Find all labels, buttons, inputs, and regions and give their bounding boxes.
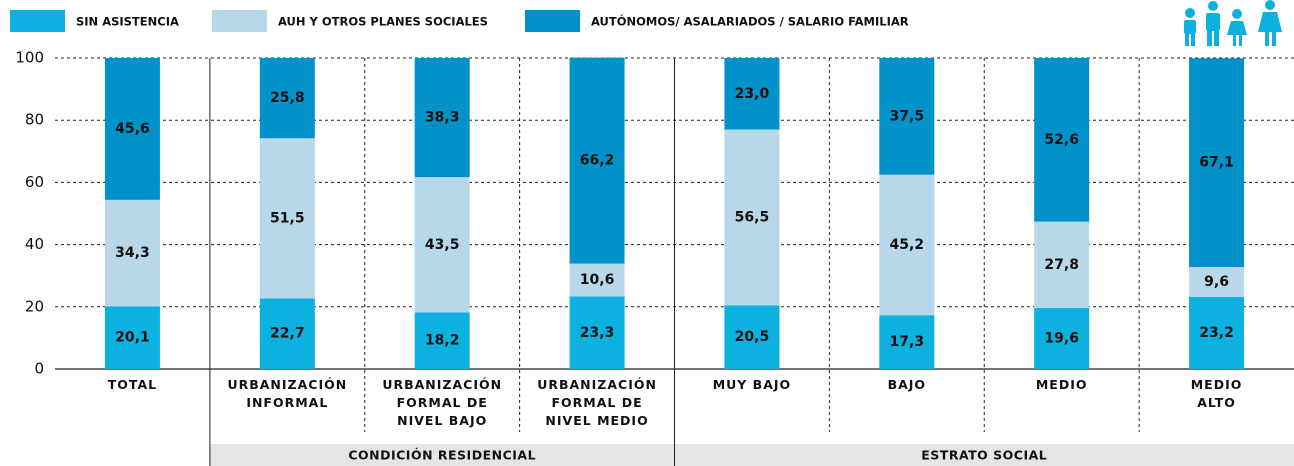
x-tick-line: FORMAL DE <box>551 395 642 410</box>
x-tick-line: ALTO <box>1197 395 1236 410</box>
group-band <box>209 444 675 466</box>
bar-segment <box>1034 221 1090 309</box>
x-tick-line: URBANIZACIÓN <box>382 377 502 392</box>
bar-segment <box>414 312 470 369</box>
bar-segment <box>724 58 780 130</box>
y-tick-label: 60 <box>25 173 44 191</box>
bar-segment <box>569 296 625 369</box>
data-label: 45,6 <box>115 121 150 137</box>
x-tick-label: URBANIZACIÓN FORMAL DE NIVEL BAJO <box>382 377 502 428</box>
data-label: 22,7 <box>270 326 305 342</box>
x-tick-label: MUY BAJO <box>713 377 791 392</box>
bar-segment <box>104 199 160 307</box>
y-tick-label: 20 <box>25 297 44 315</box>
y-tick-label: 0 <box>34 360 44 378</box>
data-label: 56,5 <box>735 209 770 225</box>
x-tick-line: INFORMAL <box>246 395 328 410</box>
bar-segment <box>259 138 315 299</box>
x-tick-label: MEDIO <box>1036 377 1088 392</box>
data-label: 27,8 <box>1044 257 1079 273</box>
data-label: 9,6 <box>1204 274 1229 290</box>
x-tick-line: MEDIO <box>1036 377 1088 392</box>
bar-segment <box>569 57 625 264</box>
x-tick-line: MUY BAJO <box>713 377 791 392</box>
y-tick-label: 40 <box>25 235 44 253</box>
data-label: 66,2 <box>580 153 615 169</box>
x-tick-line: NIVEL BAJO <box>397 413 487 428</box>
data-label: 20,1 <box>115 330 150 346</box>
data-label: 25,8 <box>270 90 305 106</box>
data-label: 67,1 <box>1199 155 1234 171</box>
data-label: 19,6 <box>1044 331 1079 347</box>
bar-segment <box>879 315 935 369</box>
legend-label: AUH Y OTROS PLANES SOCIALES <box>278 15 488 29</box>
bar-segment <box>259 298 315 369</box>
y-tick-label: 80 <box>25 111 44 129</box>
data-label: 23,3 <box>580 325 615 341</box>
x-tick-line: URBANIZACIÓN <box>537 377 657 392</box>
data-label: 20,5 <box>735 329 770 345</box>
legend-label: SIN ASISTENCIA <box>76 15 179 29</box>
x-tick-line: URBANIZACIÓN <box>227 377 347 392</box>
bar-segment <box>724 305 780 369</box>
data-label: 37,5 <box>890 108 925 124</box>
data-label: 23,0 <box>735 86 770 102</box>
x-tick-label: BAJO <box>888 377 926 392</box>
legend-swatch <box>10 10 65 32</box>
data-label: 52,6 <box>1044 132 1079 148</box>
x-tick-line: MEDIO <box>1191 377 1243 392</box>
x-tick-label: TOTAL <box>108 377 157 392</box>
data-label: 43,5 <box>425 237 460 253</box>
x-tick-label: MEDIO ALTO <box>1191 377 1243 410</box>
bar-segment <box>879 174 935 316</box>
data-label: 10,6 <box>580 272 615 288</box>
bar-segment <box>1189 58 1245 267</box>
x-tick-line: NIVEL MEDIO <box>545 413 648 428</box>
data-label: 23,2 <box>1199 325 1234 341</box>
data-label: 34,3 <box>115 245 150 261</box>
data-label: 17,3 <box>890 334 925 350</box>
bar-segment <box>1189 296 1245 369</box>
bar-segment <box>724 129 780 306</box>
bar-segment <box>414 177 470 313</box>
group-label: CONDICIÓN RESIDENCIAL <box>348 448 536 463</box>
x-tick-label: URBANIZACIÓN FORMAL DE NIVEL MEDIO <box>537 377 657 428</box>
x-tick-line: BAJO <box>888 377 926 392</box>
people-icons <box>1184 0 1282 46</box>
data-label: 51,5 <box>270 210 305 226</box>
bar-segment <box>569 263 625 297</box>
group-label: ESTRATO SOCIAL <box>921 448 1047 463</box>
bar-segment <box>1034 58 1090 222</box>
group-band <box>674 444 1294 466</box>
bar-segment <box>414 58 470 178</box>
x-tick-label: URBANIZACIÓN INFORMAL <box>227 377 347 410</box>
bar-segment <box>1189 266 1245 297</box>
y-tick-label: 100 <box>15 49 44 67</box>
bar-segment <box>104 58 160 200</box>
bar-segment <box>1034 308 1090 369</box>
data-label: 45,2 <box>890 237 925 253</box>
legend-swatch <box>212 10 267 32</box>
bar-segment <box>879 58 935 175</box>
x-tick-line: FORMAL DE <box>397 395 488 410</box>
data-label: 18,2 <box>425 333 460 349</box>
legend-swatch <box>525 10 580 32</box>
data-label: 38,3 <box>425 110 460 126</box>
x-tick-line: TOTAL <box>108 377 157 392</box>
legend-label: AUTÓNOMOS/ ASALARIADOS / SALARIO FAMILIA… <box>591 14 909 29</box>
bar-segment <box>259 58 315 139</box>
bar-segment <box>104 306 160 369</box>
